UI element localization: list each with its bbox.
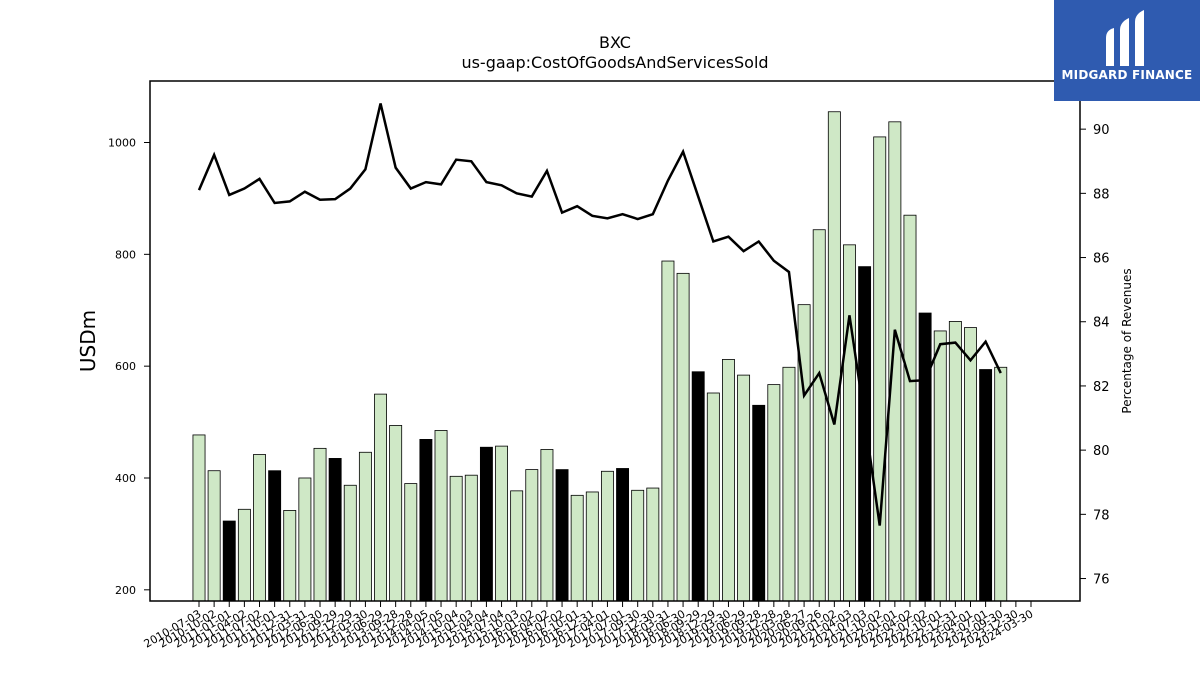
bar (843, 244, 856, 602)
logo-text: MIDGARD FINANCE (1061, 68, 1193, 82)
bar (479, 446, 493, 602)
bar (253, 454, 266, 602)
bar (419, 439, 433, 602)
bar (404, 483, 418, 602)
bar (676, 272, 690, 602)
bar (434, 430, 448, 602)
bar (706, 392, 720, 602)
bar (540, 449, 554, 602)
right-axis-ticks: 76 78 80 82 84 86 88 90 (1080, 123, 1110, 588)
bar (964, 327, 977, 602)
bar (328, 458, 342, 602)
bar (661, 260, 675, 602)
bar (994, 366, 1008, 602)
y2-tick-label: 80 (1093, 444, 1110, 459)
bar (979, 369, 993, 602)
percentage-line (197, 103, 1002, 526)
bar (510, 490, 524, 602)
y2-tick-label: 88 (1093, 187, 1110, 202)
bar (449, 475, 463, 602)
y2-tick-label: 90 (1093, 123, 1110, 138)
bar (283, 510, 297, 602)
y2-tick-label: 86 (1093, 252, 1110, 267)
chart-subtitle: us-gaap:CostOfGoodsAndServicesSold (461, 53, 768, 72)
bar (374, 393, 387, 602)
y-tick-label: 800 (115, 248, 136, 261)
bar (358, 451, 372, 602)
bar (298, 477, 312, 602)
y2-tick-label: 82 (1093, 380, 1110, 395)
bar (237, 508, 251, 602)
midgard-m-icon (1106, 10, 1144, 66)
bar (192, 434, 206, 602)
bar (389, 425, 403, 602)
bar (812, 229, 826, 602)
y2-axis-label: Percentage of Revenues (1120, 268, 1134, 413)
bar (631, 489, 645, 602)
y2-tick-label: 84 (1093, 316, 1110, 331)
bar (646, 487, 660, 602)
bar (948, 321, 962, 602)
bar (691, 371, 705, 602)
bar (570, 494, 584, 602)
bar (600, 470, 614, 602)
x-axis-ticks: 2010-07-032010-10-022011-01-012011-04-02… (142, 601, 1036, 651)
bar (313, 447, 327, 602)
y-axis-label: USDm (76, 310, 100, 372)
bar (873, 136, 887, 602)
y2-tick-label: 78 (1093, 508, 1110, 523)
chart-title: BXC (599, 33, 631, 52)
bar (222, 520, 236, 602)
plot-frame (149, 80, 1081, 602)
y-tick-label: 400 (115, 472, 136, 485)
y-tick-label: 1000 (108, 137, 136, 150)
bar (858, 266, 872, 602)
bar (737, 374, 751, 602)
bar (767, 384, 781, 602)
bar (797, 304, 811, 602)
bar (918, 312, 932, 602)
bar (343, 484, 357, 602)
bar (268, 470, 282, 602)
bar (585, 491, 599, 602)
bar (903, 214, 917, 602)
bar (207, 470, 221, 602)
bar (782, 366, 796, 602)
bar (616, 468, 630, 602)
bar (888, 121, 902, 602)
bar (495, 445, 508, 602)
y2-tick-label: 76 (1093, 573, 1110, 588)
bar (752, 404, 766, 602)
bar (525, 469, 539, 602)
bar (555, 469, 569, 602)
bar (827, 111, 841, 602)
bar (464, 474, 478, 602)
y-tick-label: 200 (115, 584, 136, 597)
y-tick-label: 600 (115, 360, 136, 373)
bar (933, 330, 947, 602)
bar (722, 359, 735, 602)
midgard-finance-logo: MIDGARD FINANCE (1054, 0, 1200, 101)
left-axis-ticks: 200 400 600 800 1000 (108, 137, 150, 597)
bars-group (192, 111, 1008, 602)
